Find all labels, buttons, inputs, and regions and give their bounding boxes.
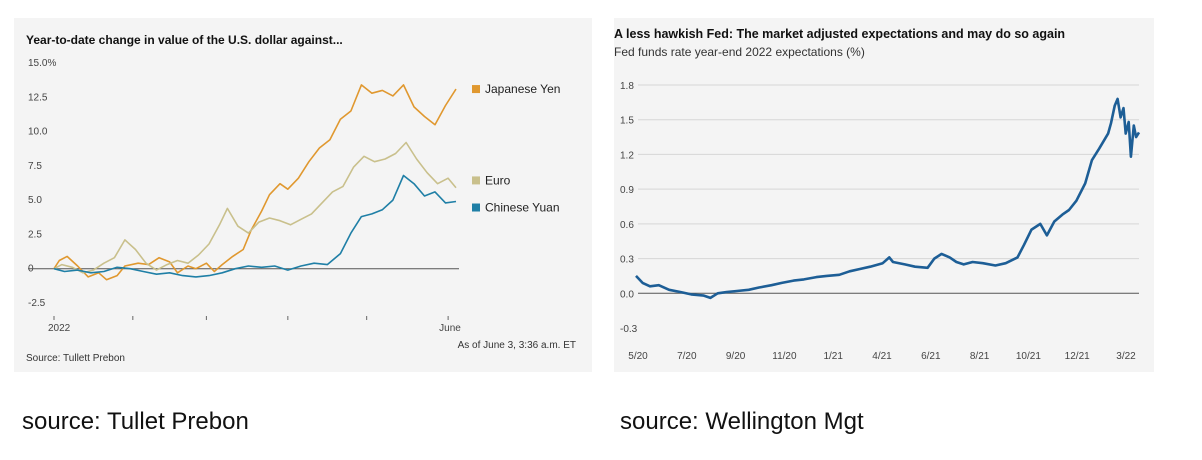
right-xtick-label: 10/21 xyxy=(1016,351,1041,362)
right-xtick-label: 7/20 xyxy=(677,351,697,362)
legend-label-japanese-yen: Japanese Yen xyxy=(485,82,560,96)
right-xtick-label: 8/21 xyxy=(970,351,990,362)
right-ytick-label: 1.2 xyxy=(620,150,634,161)
left-ytick-label: -2.5 xyxy=(28,298,46,309)
left-xtick-2022: 2022 xyxy=(48,323,71,334)
left-series-line-euro xyxy=(53,141,457,274)
left-ytick-label: 15.0% xyxy=(28,58,56,69)
right-ytick-label: 0.9 xyxy=(620,185,634,196)
right-ytick-label: 0.3 xyxy=(620,255,634,266)
right-xtick-label: 9/20 xyxy=(726,351,746,362)
right-caption: source: Wellington Mgt xyxy=(620,408,864,435)
left-chart-source: Source: Tullett Prebon xyxy=(26,353,125,364)
legend-label-chinese-yuan: Chinese Yuan xyxy=(485,201,560,215)
left-chart-note: As of June 3, 3:36 a.m. ET xyxy=(458,340,576,351)
left-series-line-chinese-yuan xyxy=(53,174,457,278)
right-xtick-label: 11/20 xyxy=(772,351,797,362)
left-ytick-label: 2.5 xyxy=(28,229,42,240)
legend-swatch-euro xyxy=(472,176,480,185)
legend-label-euro: Euro xyxy=(485,173,511,187)
right-chart-title: A less hawkish Fed: The market adjusted … xyxy=(614,27,1066,41)
right-chart-panel: A less hawkish Fed: The market adjusted … xyxy=(614,18,1154,372)
right-xtick-label: 6/21 xyxy=(921,351,941,362)
right-xtick-label: 3/22 xyxy=(1116,351,1136,362)
right-xtick-label: 4/21 xyxy=(872,351,892,362)
right-chart-svg: 1.8 1.5 1.2 0.9 0.6 0.3 0.0 -0.3 5/20 7/20 9/20 11… xyxy=(620,81,1141,362)
right-xtick-label: 1/21 xyxy=(823,351,843,362)
legend-swatch-japanese-yen xyxy=(472,85,480,94)
left-series-line-japanese-yen xyxy=(53,84,457,281)
right-xtick-label: 5/20 xyxy=(628,351,648,362)
right-xtick-label: 12/21 xyxy=(1065,351,1090,362)
left-ytick-label: 0 xyxy=(28,264,34,275)
right-ytick-label: 1.5 xyxy=(620,116,634,127)
left-ytick-label: 10.0 xyxy=(28,127,48,138)
left-chart-svg: 15.0% 12.5 10.0 7.5 5.0 2.5 0 -2.5 2022 June Ja… xyxy=(26,58,576,364)
right-ytick-label: 1.8 xyxy=(620,81,634,92)
right-ytick-label: 0.0 xyxy=(620,289,634,300)
left-ytick-label: 5.0 xyxy=(28,195,42,206)
right-ytick-label: -0.3 xyxy=(620,324,638,335)
right-ytick-label: 0.6 xyxy=(620,220,634,231)
legend-swatch-chinese-yuan xyxy=(472,203,480,212)
left-caption: source: Tullet Prebon xyxy=(22,408,249,435)
left-ytick-label: 12.5 xyxy=(28,92,48,103)
left-xtick-june: June xyxy=(439,323,461,334)
left-ytick-label: 7.5 xyxy=(28,161,42,172)
right-chart-subtitle: Fed funds rate year-end 2022 expectation… xyxy=(614,45,865,59)
left-chart-panel: Year-to-date change in value of the U.S.… xyxy=(14,18,592,372)
right-series-line xyxy=(635,97,1141,300)
left-chart-title: Year-to-date change in value of the U.S.… xyxy=(26,33,343,47)
